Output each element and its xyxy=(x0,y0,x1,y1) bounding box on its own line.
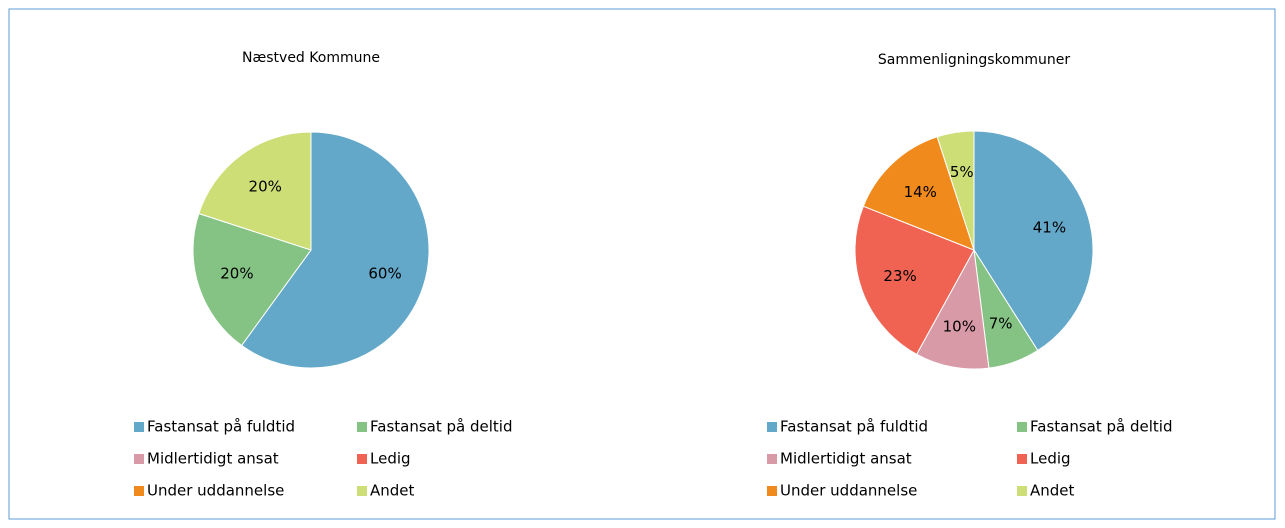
data-label: 20% xyxy=(249,177,282,195)
legend-swatch xyxy=(357,422,367,432)
pie-slice xyxy=(973,130,1094,352)
legend-swatch xyxy=(767,486,777,496)
legend-label: Fastansat på fuldtid xyxy=(780,418,928,436)
legend-label: Under uddannelse xyxy=(780,482,917,500)
chart-title: Sammenligningskommuner xyxy=(878,52,1071,68)
pie-slice xyxy=(936,130,975,251)
pie-slice xyxy=(240,131,430,369)
legend-swatch xyxy=(1017,422,1027,432)
legend-label: Andet xyxy=(1030,482,1075,500)
legend-swatch xyxy=(357,454,367,464)
data-label: 10% xyxy=(943,318,976,336)
legend-swatch xyxy=(134,454,144,464)
legend-label: Andet xyxy=(370,482,415,500)
data-label: 7% xyxy=(989,314,1013,332)
data-label: 60% xyxy=(368,265,401,283)
legend-swatch xyxy=(134,422,144,432)
pie-slice xyxy=(915,248,990,370)
legend-swatch xyxy=(1017,486,1027,496)
legend-label: Midlertidigt ansat xyxy=(780,450,912,468)
legend-label: Midlertidigt ansat xyxy=(147,450,279,468)
data-label: 14% xyxy=(904,183,937,201)
legend-label: Fastansat på deltid xyxy=(370,418,512,436)
legend-swatch xyxy=(767,422,777,432)
legend-label: Ledig xyxy=(1030,450,1071,468)
pie-slice xyxy=(854,205,975,355)
legend-label: Ledig xyxy=(370,450,411,468)
pie-slice xyxy=(192,212,312,347)
legend-label: Fastansat på deltid xyxy=(1030,418,1172,436)
pie-slice xyxy=(198,131,312,251)
legend-swatch xyxy=(1017,454,1027,464)
data-label: 5% xyxy=(950,163,974,181)
legend-label: Under uddannelse xyxy=(147,482,284,500)
legend-swatch xyxy=(767,454,777,464)
data-label: 41% xyxy=(1033,219,1066,237)
data-label: 20% xyxy=(220,265,253,283)
legend-label: Fastansat på fuldtid xyxy=(147,418,295,436)
data-label: 23% xyxy=(883,267,916,285)
legend-swatch xyxy=(134,486,144,496)
chart-title: Næstved Kommune xyxy=(242,50,380,66)
legend-swatch xyxy=(357,486,367,496)
